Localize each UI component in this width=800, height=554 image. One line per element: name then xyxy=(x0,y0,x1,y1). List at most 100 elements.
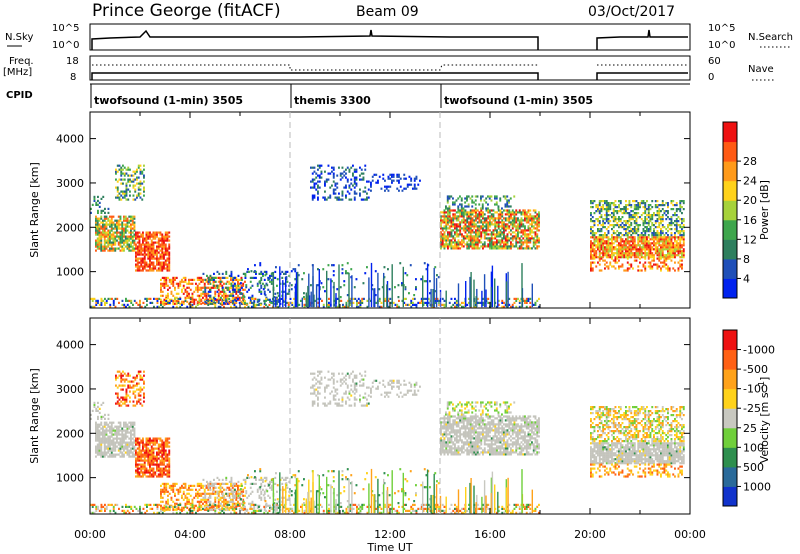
scatter-cell xyxy=(663,254,666,257)
scatter-cell xyxy=(661,238,664,241)
scatter-cell xyxy=(317,198,319,201)
scatter-cell xyxy=(98,219,101,222)
scatter-cell xyxy=(103,421,106,424)
scatter-cell xyxy=(605,236,608,239)
scatter-cell xyxy=(116,170,119,173)
scatter-cell xyxy=(656,226,659,229)
scatter-cell xyxy=(105,451,108,454)
scatter-cell xyxy=(443,299,446,302)
scatter-cell xyxy=(96,223,99,226)
scatter-cell xyxy=(129,380,131,383)
scatter-cell xyxy=(443,215,446,218)
scatter-cell xyxy=(123,227,125,230)
scatter-cell xyxy=(668,222,671,225)
scatter-cell xyxy=(619,246,622,249)
scatter-cell xyxy=(114,431,117,434)
scatter-cell xyxy=(647,208,650,211)
scatter-cell xyxy=(112,215,115,218)
scatter-cell xyxy=(469,221,472,224)
scatter-cell xyxy=(124,451,127,454)
scatter-cell xyxy=(455,229,458,232)
scatter-cell xyxy=(532,303,535,306)
scatter-cell xyxy=(476,231,479,234)
scatter-cell xyxy=(607,206,610,209)
scatter-cell xyxy=(668,224,671,227)
scatter-cell xyxy=(104,413,106,416)
scatter-cell xyxy=(269,290,271,293)
scatter-cell xyxy=(441,241,444,244)
scatter-cell xyxy=(651,222,654,225)
scatter-cell xyxy=(328,303,330,306)
scatter-cell xyxy=(117,441,120,444)
scatter-cell xyxy=(515,243,518,246)
scatter-cell xyxy=(469,227,472,230)
scatter-cell xyxy=(117,225,120,228)
scatter-cell xyxy=(149,263,151,266)
scatter-cell xyxy=(128,215,131,218)
scatter-cell xyxy=(531,223,533,226)
scatter-cell xyxy=(635,224,638,227)
scatter-cell xyxy=(175,282,178,285)
scatter-cell xyxy=(214,284,217,287)
scatter-cell xyxy=(97,299,99,302)
scatter-cell xyxy=(341,264,344,267)
scatter-cell xyxy=(132,400,135,403)
scatter-cell xyxy=(112,447,115,450)
scatter-cell xyxy=(136,259,139,262)
scatter-cell xyxy=(628,230,631,233)
scatter-cell xyxy=(124,245,127,248)
scatter-cell xyxy=(95,203,98,206)
scatter-cell xyxy=(670,234,673,237)
scatter-cell xyxy=(454,213,456,216)
scatter-cell xyxy=(123,229,125,232)
scatter-cell xyxy=(489,225,491,228)
scatter-cell xyxy=(440,217,442,220)
scatter-cell xyxy=(675,222,678,225)
scatter-cell xyxy=(649,216,652,219)
scatter-cell xyxy=(633,222,636,225)
scatter-cell xyxy=(464,223,467,226)
scatter-cell xyxy=(109,223,111,226)
scatter-cell xyxy=(223,292,225,295)
scatter-cell xyxy=(656,206,659,209)
scatter-cell xyxy=(123,215,125,218)
scatter-cell xyxy=(518,219,521,222)
scatter-cell xyxy=(242,288,245,291)
scatter-cell xyxy=(164,231,167,234)
scatter-cell xyxy=(628,267,631,270)
scatter-cell xyxy=(107,447,110,450)
scatter-cell xyxy=(503,227,505,230)
scatter-cell xyxy=(485,197,488,200)
scatter-cell xyxy=(269,298,271,301)
scatter-cell xyxy=(489,219,491,222)
scatter-cell xyxy=(237,284,240,287)
scatter-cell xyxy=(161,276,164,279)
scatter-cell xyxy=(114,433,117,436)
scatter-cell xyxy=(590,228,592,231)
scatter-cell xyxy=(656,210,659,213)
scatter-cell xyxy=(602,246,605,249)
scatter-cell xyxy=(98,443,101,446)
scatter-cell xyxy=(200,294,203,297)
scatter-cell xyxy=(639,236,641,239)
scatter-cell xyxy=(483,245,486,248)
scatter-cell xyxy=(157,263,160,266)
scatter-cell xyxy=(508,211,511,214)
scatter-cell xyxy=(303,303,306,306)
scatter-cell xyxy=(136,465,139,468)
scatter-cell xyxy=(214,292,217,295)
scatter-cell xyxy=(136,384,138,387)
scatter-cell xyxy=(536,229,539,232)
scatter-cell xyxy=(536,223,539,226)
scatter-cell xyxy=(670,256,673,259)
scatter-cell xyxy=(96,451,99,454)
scatter-cell xyxy=(496,231,498,234)
scatter-cell xyxy=(538,229,540,232)
scatter-cell xyxy=(136,237,139,240)
scatter-cell xyxy=(100,431,103,434)
scatter-cell xyxy=(343,305,346,308)
scatter-streak xyxy=(494,278,496,308)
scatter-cell xyxy=(345,196,347,199)
scatter-cell xyxy=(313,186,316,189)
scatter-cell xyxy=(166,233,169,236)
